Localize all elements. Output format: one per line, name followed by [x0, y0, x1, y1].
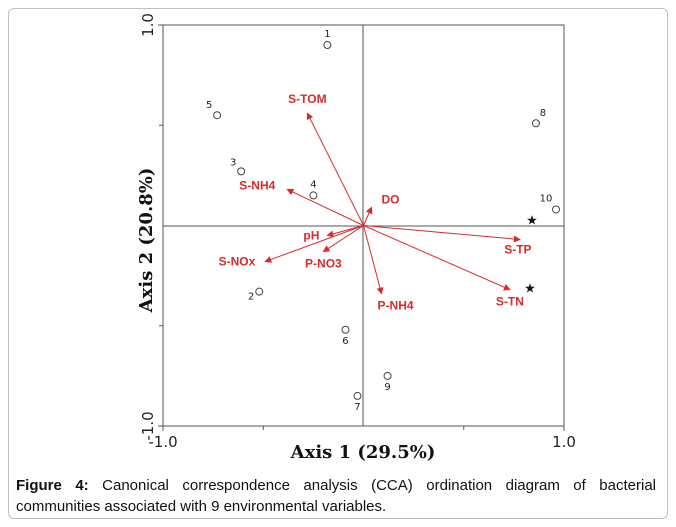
arrow-ph: [326, 225, 364, 238]
site-label-9: 9: [384, 382, 390, 393]
arrow-label-p-nh4: P-NH4: [378, 299, 414, 313]
star-marker-2: ★: [524, 282, 536, 297]
arrow-s-tom: [306, 112, 364, 226]
site-label-10: 10: [540, 193, 553, 204]
site-marker-9: [383, 371, 392, 380]
y-axis-title: Axis 2 (20.8%): [136, 168, 157, 314]
arrow-label-do: DO: [382, 192, 400, 206]
site-marker-2: [255, 287, 264, 296]
figure-caption: Figure 4: Canonical correspondence analy…: [16, 475, 656, 517]
site-label-1: 1: [324, 29, 330, 40]
arrow-s-tp: [363, 225, 521, 243]
arrow-p-nh4: [363, 225, 384, 295]
site-label-8: 8: [540, 108, 546, 119]
site-marker-3: [237, 167, 246, 176]
x-tick-label-0: -1.0: [148, 433, 177, 451]
site-marker-6: [341, 325, 350, 334]
site-marker-1: [323, 41, 332, 50]
x-tick-label-1: 1.0: [552, 433, 576, 451]
ticks-layer: -1.0 1.0 1.0 -1.0: [139, 13, 576, 451]
arrow-label-ph: pH: [303, 229, 319, 243]
caption-text: Canonical correspondence analysis (CCA) …: [16, 477, 656, 515]
figure-frame: [8, 8, 668, 519]
site-marker-8: [531, 119, 540, 128]
arrow-label-s-tom: S-TOM: [288, 92, 326, 106]
arrow-s-tn: [363, 225, 511, 291]
arrow-label-s-nox: S-NOx: [219, 255, 256, 269]
arrow-label-s-tn: S-TN: [496, 295, 524, 309]
arrow-do: [363, 206, 373, 226]
cca-chart: -1.0 1.0 1.0 -1.0 S-TOM S-NH4 DO pH S-NOx P-NO3 P…: [136, 13, 576, 463]
caption-figure-number: Figure 4:: [16, 477, 89, 494]
site-marker-4: [309, 191, 318, 200]
arrow-label-s-tp: S-TP: [504, 243, 531, 257]
site-marker-7: [353, 391, 362, 400]
sites-layer: 1 2 3 4 5 6 7 8 9 10: [206, 29, 560, 413]
site-label-2: 2: [248, 292, 254, 303]
arrows-layer: S-TOM S-NH4 DO pH S-NOx P-NO3 P-NH4 S-TP S-TN: [219, 92, 532, 312]
site-label-7: 7: [354, 402, 360, 413]
site-label-3: 3: [230, 157, 236, 168]
stars-layer: ★★: [524, 213, 538, 296]
site-marker-5: [213, 111, 222, 120]
site-label-5: 5: [206, 100, 212, 111]
site-label-6: 6: [342, 336, 348, 347]
site-label-4: 4: [310, 179, 316, 190]
y-tick-label-0: 1.0: [139, 13, 157, 37]
star-marker-1: ★: [526, 213, 538, 228]
arrow-label-p-no3: P-NO3: [305, 257, 342, 271]
x-axis-title: Axis 1 (29.5%): [290, 442, 436, 463]
arrow-s-nox: [264, 225, 364, 263]
y-tick-label-1: -1.0: [139, 411, 157, 440]
site-marker-10: [551, 205, 560, 214]
arrow-label-s-nh4: S-NH4: [239, 178, 275, 192]
arrow-s-nh4: [286, 188, 364, 226]
arrow-p-no3: [322, 225, 364, 253]
